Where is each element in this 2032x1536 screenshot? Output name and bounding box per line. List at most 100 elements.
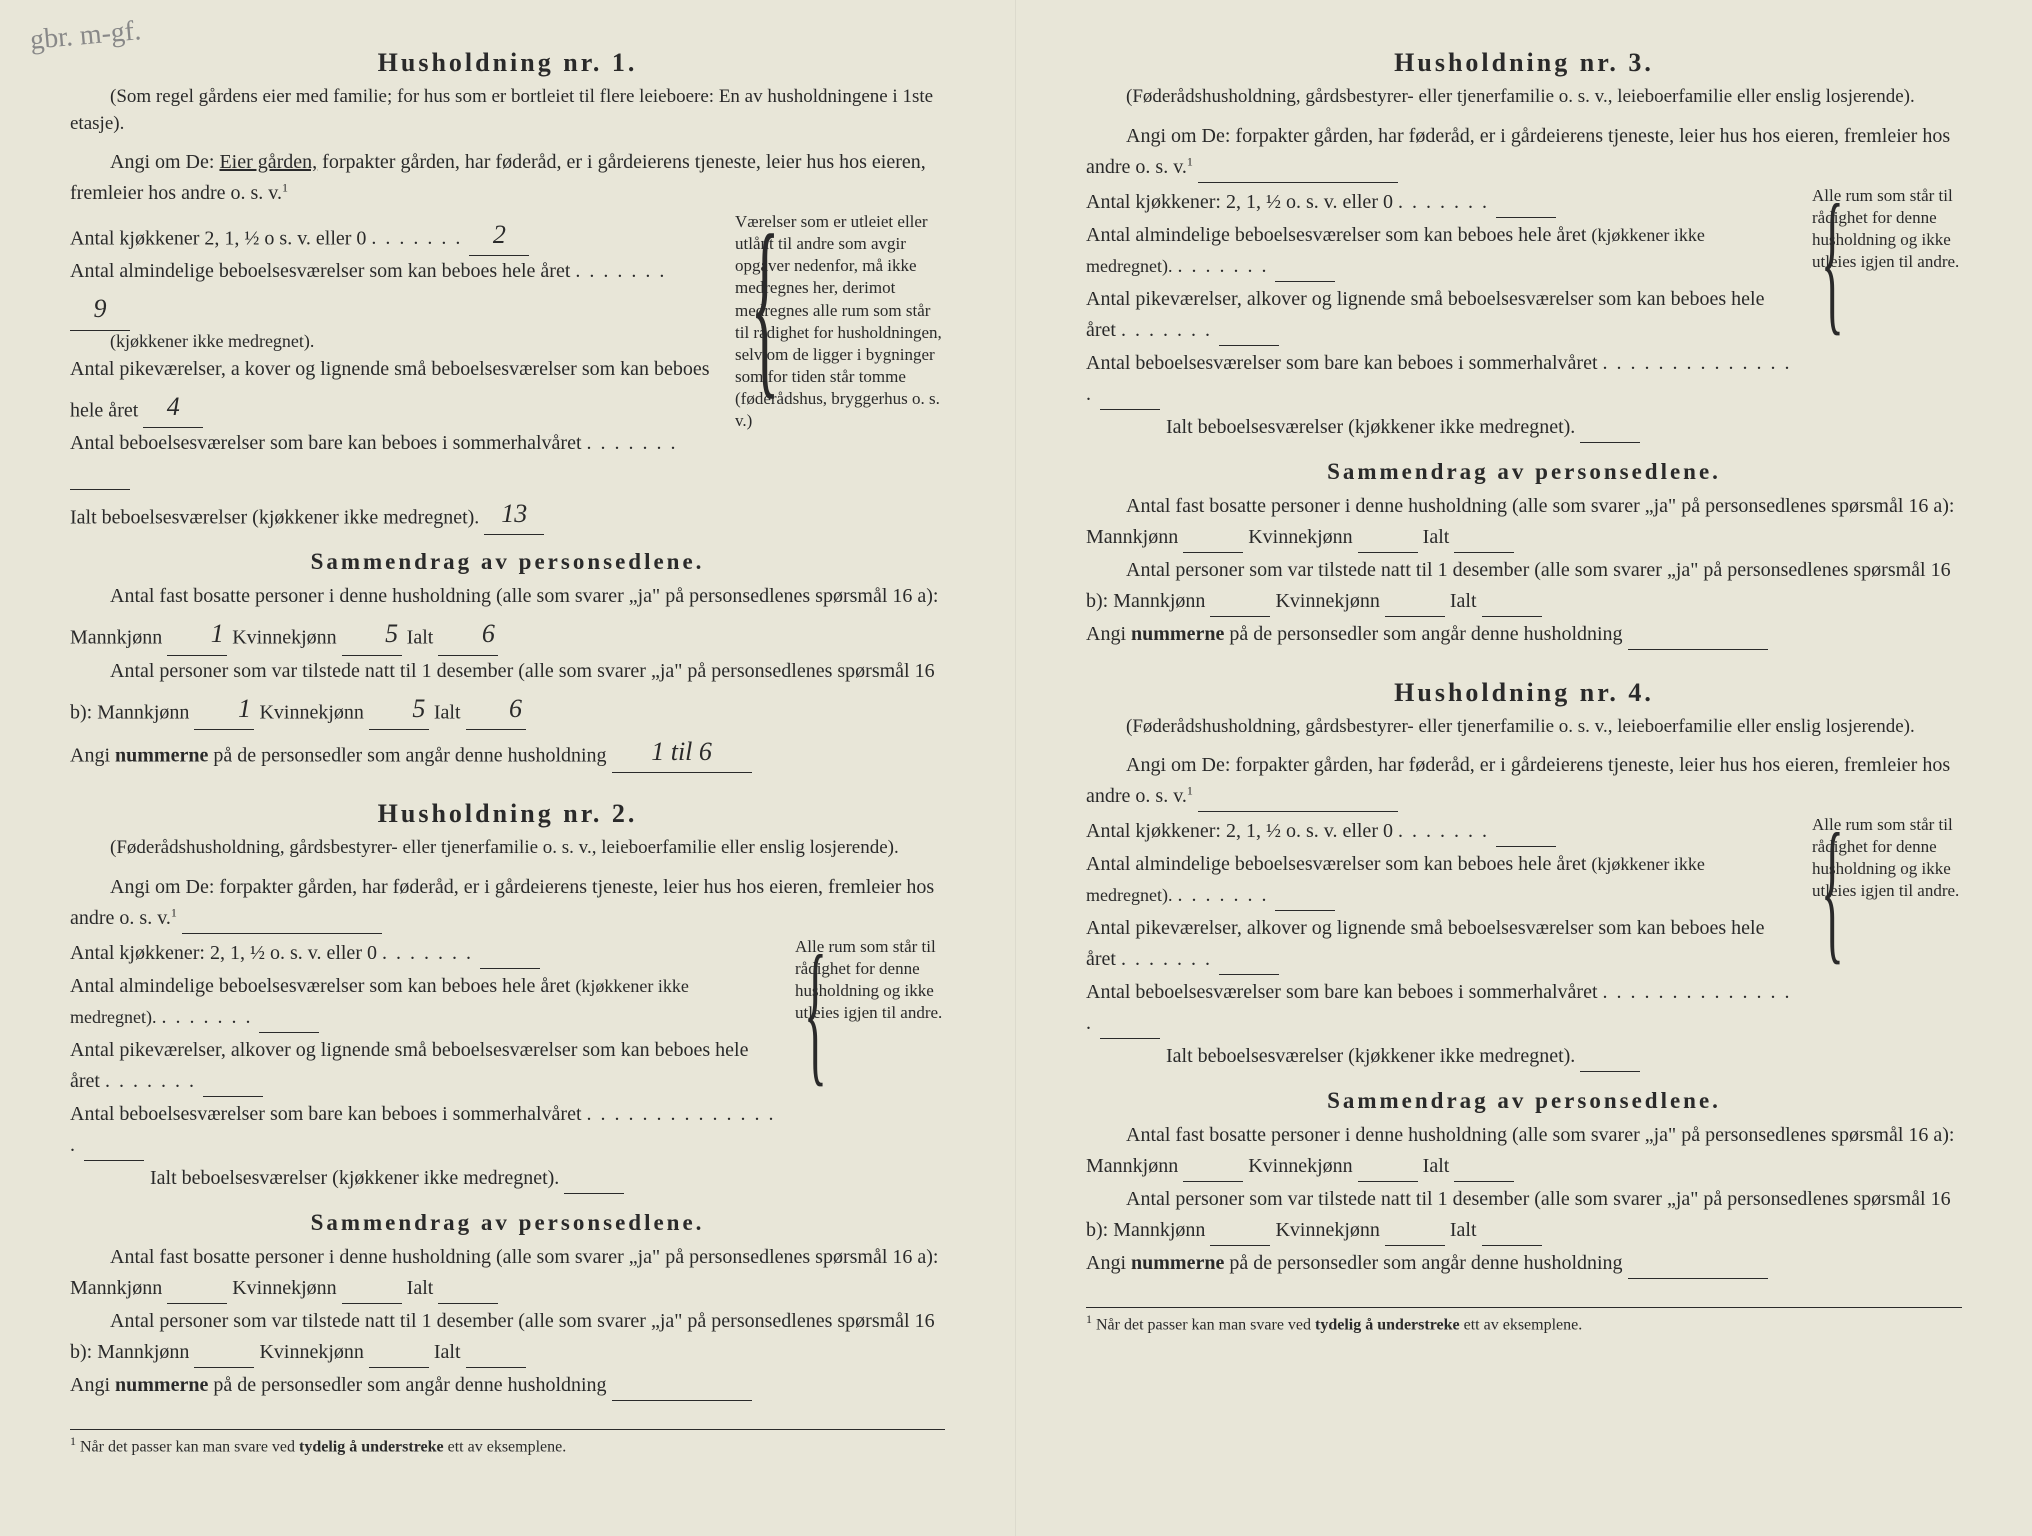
til-k-val-3[interactable] — [1385, 616, 1445, 617]
til-i-val-4[interactable] — [1482, 1245, 1542, 1246]
footnote-right: 1 Når det passer kan man svare ved tydel… — [1086, 1307, 1962, 1334]
til-k-val-4[interactable] — [1385, 1245, 1445, 1246]
fast-k-val-4[interactable] — [1358, 1181, 1418, 1182]
sammen-title-4: Sammendrag av personsedlene. — [1086, 1088, 1962, 1114]
til-k-val-2[interactable] — [369, 1367, 429, 1368]
household-3-rooms-block: Antal kjøkkener: 2, 1, ½ o. s. v. eller … — [1086, 185, 1962, 445]
tilstede-text-2: Antal personer som var tilstede natt til… — [70, 1310, 935, 1363]
til-k-val[interactable]: 5 — [369, 689, 429, 730]
m-label-2b: Mannkjønn — [97, 1341, 189, 1363]
tilstede-line-4: Antal personer som var tilstede natt til… — [1086, 1184, 1962, 1246]
fast-k-val[interactable]: 5 — [342, 614, 402, 655]
k-label-3b: Kvinnekjønn — [1275, 590, 1379, 612]
rooms-main: Antal kjøkkener 2, 1, ½ o s. v. eller 0 … — [70, 211, 717, 535]
household-1-rooms-block: Antal kjøkkener 2, 1, ½ o s. v. eller 0 … — [70, 211, 945, 535]
pike-value-2[interactable] — [203, 1096, 263, 1097]
rooms-main-4: Antal kjøkkener: 2, 1, ½ o. s. v. eller … — [1086, 814, 1794, 1074]
fast-m-val[interactable]: 1 — [167, 614, 227, 655]
m-label: Mannkjønn — [70, 627, 162, 649]
summer-line: Antal beboelsesværelser som bare kan beb… — [70, 428, 717, 490]
k-label-4: Kvinnekjønn — [1248, 1155, 1352, 1177]
kitchen-label-3: Antal kjøkkener: 2, 1, ½ o. s. v. eller … — [1086, 191, 1393, 213]
pike-value[interactable]: 4 — [143, 387, 203, 428]
kitchen-line-3: Antal kjøkkener: 2, 1, ½ o. s. v. eller … — [1086, 187, 1794, 218]
fast-m-val-3[interactable] — [1183, 552, 1243, 553]
rooms-value-4[interactable] — [1275, 910, 1335, 911]
fast-i-val-2[interactable] — [438, 1303, 498, 1304]
fast-m-val-2[interactable] — [167, 1303, 227, 1304]
fast-text-4: Antal fast bosatte personer i denne hush… — [1126, 1124, 1955, 1146]
angi-num-line-2: Angi nummerne på de personsedler som ang… — [70, 1370, 945, 1401]
m-label-3: Mannkjønn — [1086, 526, 1178, 548]
m-label2: Mannkjønn — [97, 701, 189, 723]
page-left: gbr. m-gf. Husholdning nr. 1. (Som regel… — [0, 0, 1016, 1536]
summer-value-4[interactable] — [1100, 1038, 1160, 1039]
total-line-3: Ialt beboelsesværelser (kjøkkener ikke m… — [1086, 412, 1794, 443]
rooms-sub: (kjøkkener ikke medregnet). — [110, 331, 717, 352]
fast-line-2: Antal fast bosatte personer i denne hush… — [70, 1242, 945, 1304]
rooms-line-4: Antal almindelige beboelsesværelser som … — [1086, 849, 1794, 911]
side-note-1: { Værelser som er utleiet eller utlånt t… — [735, 211, 945, 535]
til-i-val[interactable]: 6 — [466, 689, 526, 730]
fast-m-val-4[interactable] — [1183, 1181, 1243, 1182]
household-2-subtitle: (Føderådshusholdning, gårdsbestyrer- ell… — [70, 835, 945, 862]
pike-value-4[interactable] — [1219, 974, 1279, 975]
tilstede-line-3: Antal personer som var tilstede natt til… — [1086, 555, 1962, 617]
summer-label-2: Antal beboelsesværelser som bare kan beb… — [70, 1103, 582, 1125]
kitchen-value-4[interactable] — [1496, 846, 1556, 847]
total-value[interactable]: 13 — [484, 494, 544, 535]
til-m-val[interactable]: 1 — [194, 689, 254, 730]
til-m-val-2[interactable] — [194, 1367, 254, 1368]
m-label-2: Mannkjønn — [70, 1277, 162, 1299]
pike-line-4: Antal pikeværelser, alkover og lignende … — [1086, 913, 1794, 975]
pike-value-3[interactable] — [1219, 345, 1279, 346]
til-m-val-3[interactable] — [1210, 616, 1270, 617]
i-label-4: Ialt — [1423, 1155, 1450, 1177]
total-line-2: Ialt beboelsesværelser (kjøkkener ikke m… — [70, 1163, 777, 1194]
pike-line-3: Antal pikeværelser, alkover og lignende … — [1086, 284, 1794, 346]
i-label-3: Ialt — [1423, 526, 1450, 548]
total-value-4[interactable] — [1580, 1071, 1640, 1072]
fast-k-val-3[interactable] — [1358, 552, 1418, 553]
rooms-value-2[interactable] — [259, 1032, 319, 1033]
side-note-3: { Alle rum som står til rådighet for den… — [1812, 185, 1962, 445]
total-label-4: Ialt beboelsesværelser (kjøkkener ikke m… — [1166, 1045, 1575, 1067]
total-value-3[interactable] — [1580, 442, 1640, 443]
household-2-title: Husholdning nr. 2. — [70, 799, 945, 829]
kitchen-value-3[interactable] — [1496, 217, 1556, 218]
fast-k-val-2[interactable] — [342, 1303, 402, 1304]
angi-num-val-3[interactable] — [1628, 649, 1768, 650]
total-label-3: Ialt beboelsesværelser (kjøkkener ikke m… — [1166, 416, 1575, 438]
til-i-val-3[interactable] — [1482, 616, 1542, 617]
til-m-val-4[interactable] — [1210, 1245, 1270, 1246]
k-label2: Kvinnekjønn — [259, 701, 363, 723]
rooms-value[interactable]: 9 — [70, 289, 130, 330]
summer-value-2[interactable] — [84, 1160, 144, 1161]
summer-value[interactable] — [70, 489, 130, 490]
k-label-2: Kvinnekjønn — [232, 1277, 336, 1299]
angi-blank-2[interactable] — [182, 933, 382, 934]
angi-num-val-4[interactable] — [1628, 1278, 1768, 1279]
angi-blank-3[interactable] — [1198, 182, 1398, 183]
summer-line-3: Antal beboelsesværelser som bare kan beb… — [1086, 348, 1794, 410]
angi-num-val-2[interactable] — [612, 1400, 752, 1401]
rooms-line: Antal almindelige beboelsesværelser som … — [70, 256, 717, 328]
total-value-2[interactable] — [564, 1193, 624, 1194]
rooms-value-3[interactable] — [1275, 281, 1335, 282]
kitchen-value[interactable]: 2 — [469, 215, 529, 256]
til-i-val-2[interactable] — [466, 1367, 526, 1368]
tilstede-line-1: Antal personer som var tilstede natt til… — [70, 656, 945, 728]
angi-blank-4[interactable] — [1198, 811, 1398, 812]
m-label-4: Mannkjønn — [1086, 1155, 1178, 1177]
summer-value-3[interactable] — [1100, 409, 1160, 410]
rooms-label: Antal almindelige beboelsesværelser som … — [70, 260, 570, 282]
angi-num-val[interactable]: 1 til 6 — [612, 732, 752, 773]
fast-i-val-3[interactable] — [1454, 552, 1514, 553]
rooms-main-2: Antal kjøkkener: 2, 1, ½ o. s. v. eller … — [70, 936, 777, 1196]
footnote-ref-4: 1 — [1187, 784, 1193, 798]
kitchen-label-4: Antal kjøkkener: 2, 1, ½ o. s. v. eller … — [1086, 820, 1393, 842]
fast-i-val-4[interactable] — [1454, 1181, 1514, 1182]
fast-i-val[interactable]: 6 — [438, 614, 498, 655]
kitchen-value-2[interactable] — [480, 968, 540, 969]
footnote-text-right: Når det passer kan man svare ved tydelig… — [1096, 1317, 1582, 1334]
